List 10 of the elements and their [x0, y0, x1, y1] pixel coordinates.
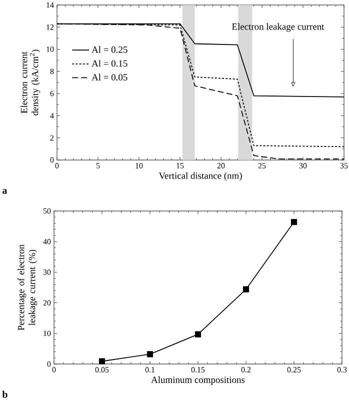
legend-label: Al = 0.25 [92, 46, 128, 53]
text: a [2, 189, 8, 194]
x-axis-title: Vertical distance (nm) [158, 172, 242, 181]
x-axis-title: Aluminum compositions [151, 376, 245, 385]
legend-label: Al = 0.05 [92, 74, 128, 81]
legend-label: Al = 0.15 [92, 60, 128, 67]
text: b [2, 390, 8, 398]
y-axis-title: Electron current density (kA/cm$^{2}$) [20, 50, 40, 116]
y-axis-title: Percentage of electron leakage current (%) [17, 244, 38, 330]
annotation: Electron leakage current [232, 23, 324, 32]
